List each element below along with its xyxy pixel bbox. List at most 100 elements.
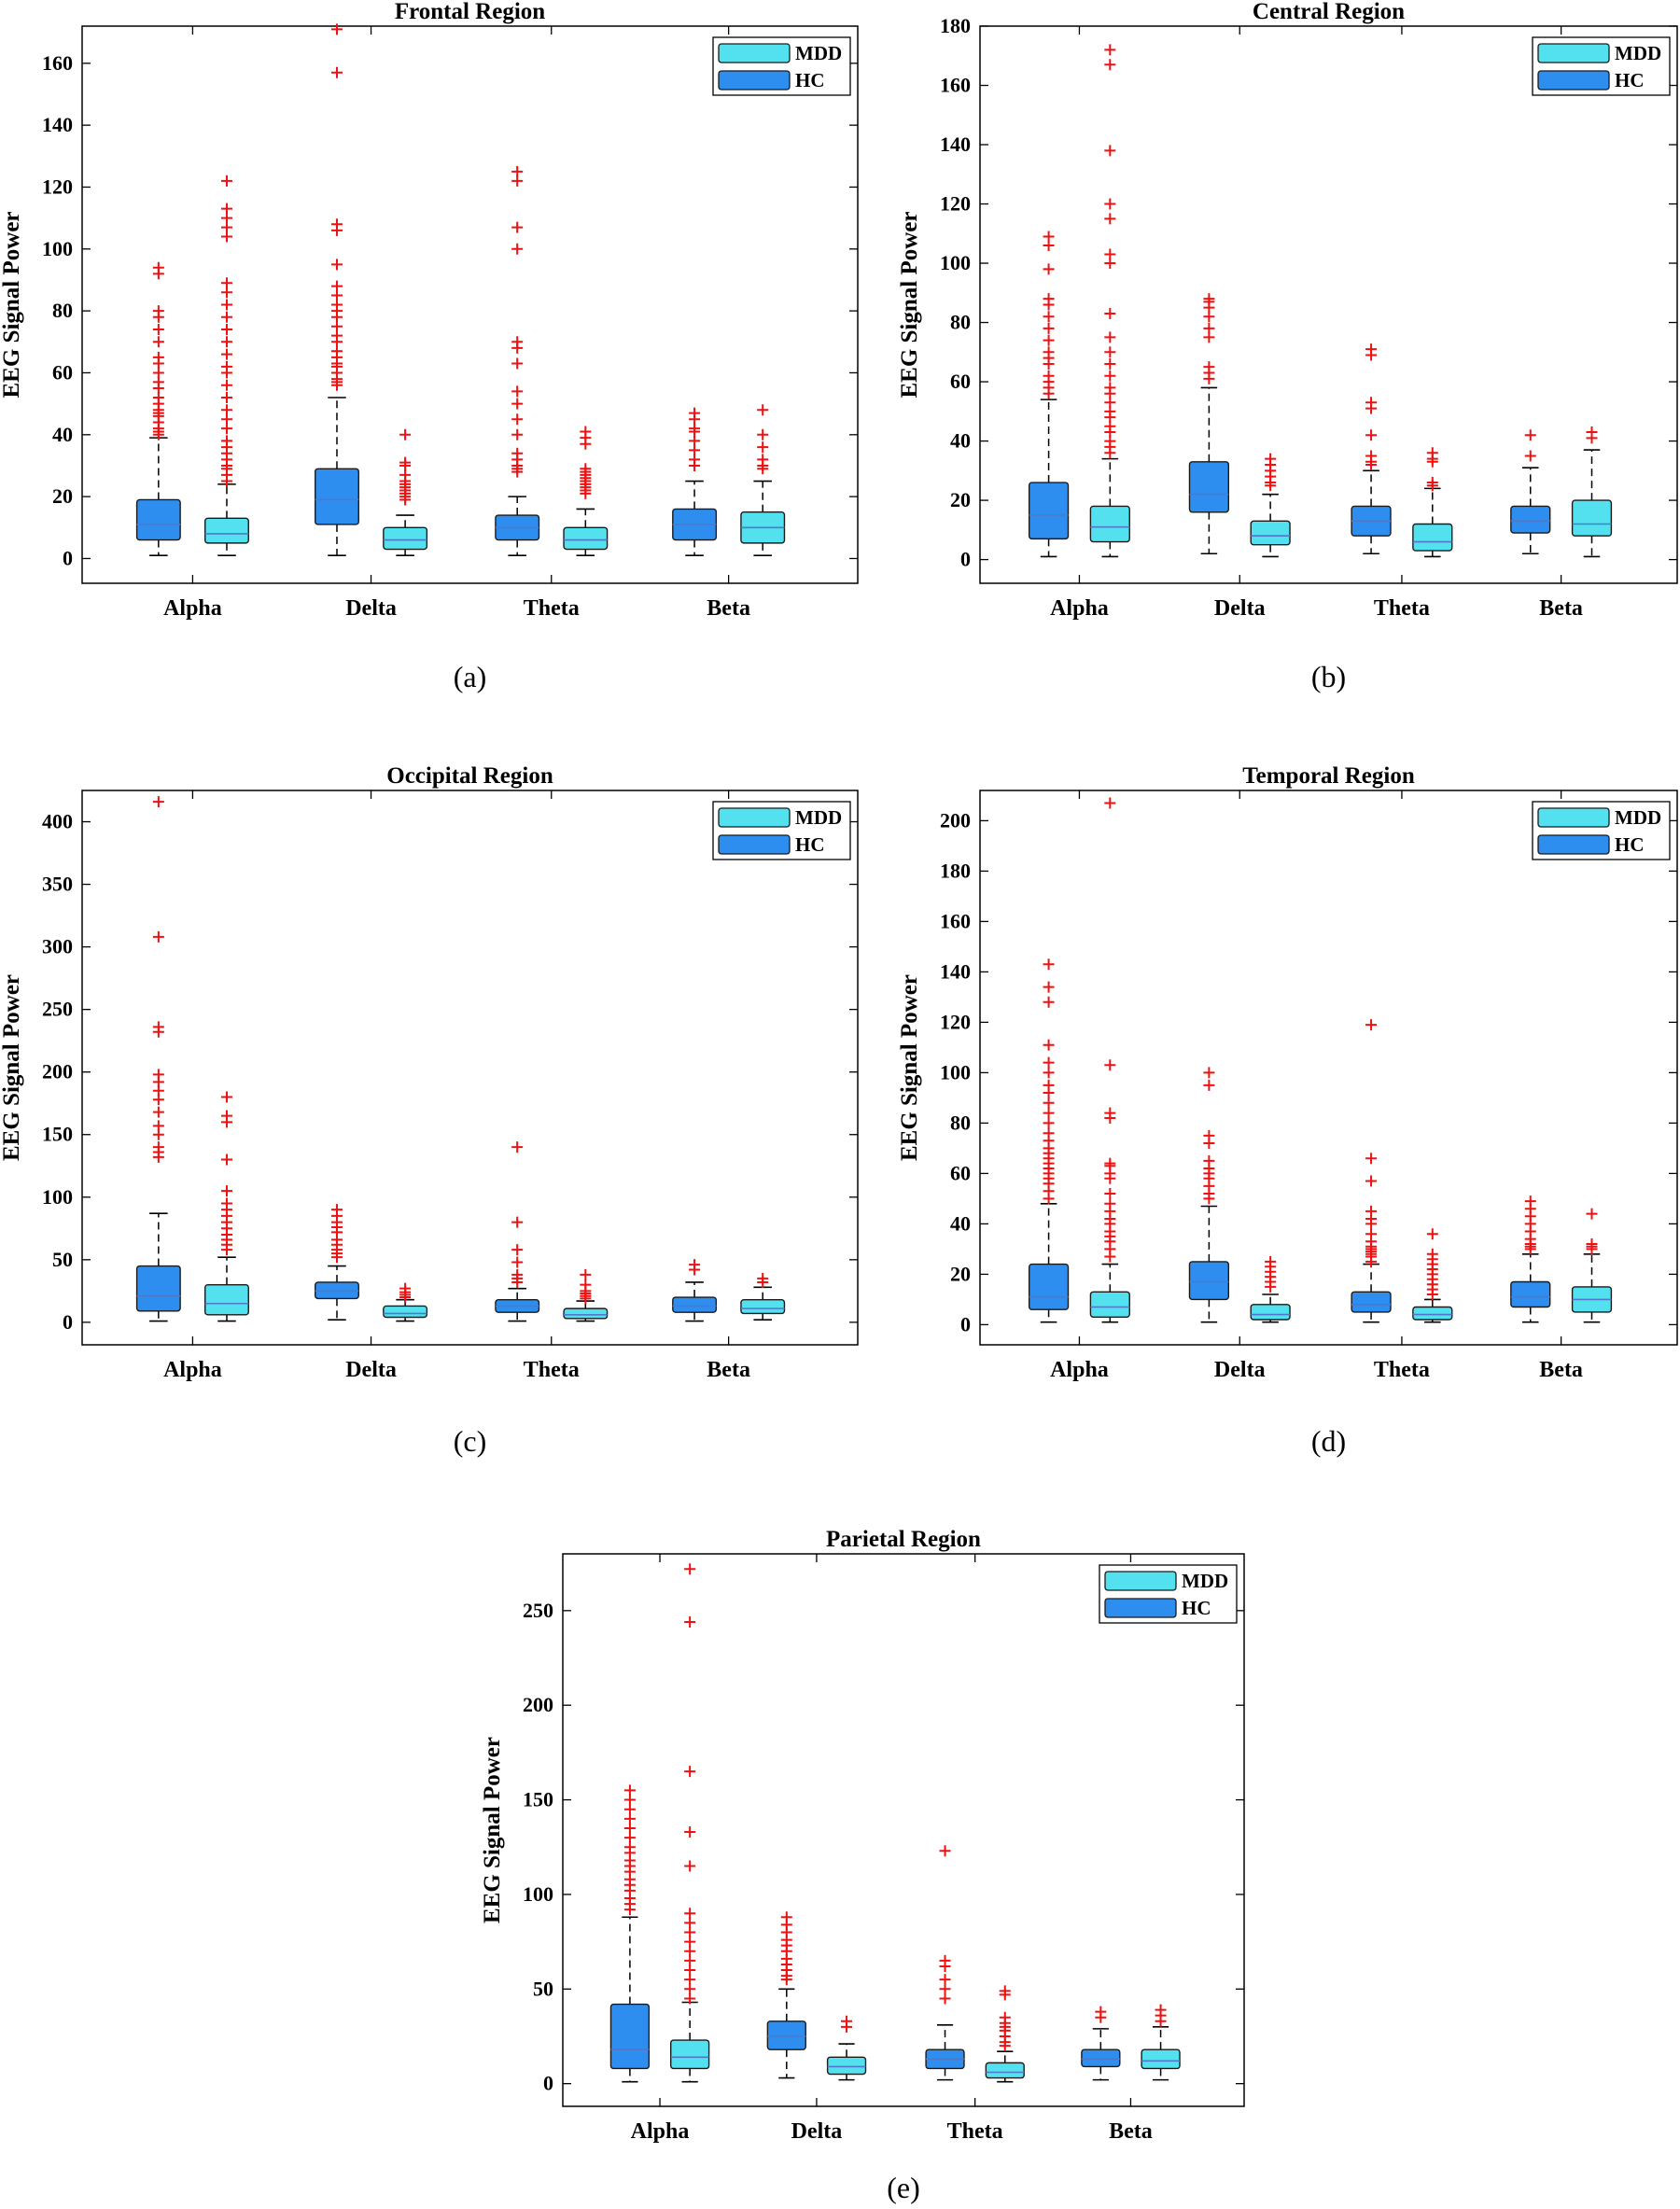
x-category-label: Theta — [1374, 1358, 1430, 1382]
box-iqr — [1250, 520, 1291, 546]
outlier-marker — [1104, 213, 1116, 225]
outlier-marker — [1043, 1097, 1055, 1109]
y-tick-label: 0 — [63, 546, 73, 569]
outlier-marker — [220, 1185, 232, 1197]
outlier-marker — [1104, 1107, 1116, 1119]
box-iqr — [383, 526, 428, 551]
y-tick-label: 80 — [950, 1111, 971, 1134]
outlier-marker — [1203, 1154, 1215, 1167]
box-hc-theta — [1351, 343, 1392, 555]
outlier-marker — [152, 1106, 164, 1118]
outlier-marker — [1043, 996, 1055, 1008]
y-tick-label: 250 — [523, 1599, 553, 1622]
outlier-marker — [1043, 1056, 1055, 1069]
box-iqr — [826, 2056, 867, 2076]
y-axis-title: EEG Signal Power — [897, 974, 922, 1161]
outlier-marker — [684, 1936, 696, 1948]
box-mdd-delta — [1250, 453, 1291, 558]
outlier-marker — [220, 1153, 232, 1166]
outlier-marker — [1426, 447, 1438, 459]
outlier-marker — [152, 1141, 164, 1153]
y-tick-label: 150 — [523, 1788, 553, 1811]
outlier-marker — [220, 203, 232, 215]
box-iqr — [1089, 1291, 1130, 1319]
box-iqr — [204, 1283, 249, 1316]
outlier-marker — [623, 1794, 636, 1806]
box-mdd-alpha — [1089, 797, 1130, 1323]
y-tick-label: 100 — [42, 237, 73, 260]
box-mdd-delta — [383, 1282, 428, 1322]
outlier-marker — [580, 1279, 592, 1291]
outlier-marker — [1104, 1188, 1116, 1199]
box-iqr — [1028, 482, 1070, 540]
outlier-marker — [757, 428, 769, 440]
outlier-marker — [330, 66, 343, 78]
outlier-marker — [623, 1784, 636, 1797]
box-iqr — [135, 498, 181, 541]
outlier-marker — [1043, 1117, 1055, 1129]
x-category-label: Delta — [791, 2119, 843, 2144]
outlier-marker — [1043, 981, 1055, 993]
box-mdd-beta — [1571, 1208, 1613, 1323]
legend-swatch-hc — [1104, 1598, 1177, 1618]
box-iqr — [1089, 505, 1130, 543]
legend: MDD HC — [712, 36, 851, 96]
y-tick-label: 200 — [42, 1060, 73, 1084]
box-hc-theta — [925, 1845, 965, 2081]
outlier-marker — [1104, 248, 1116, 260]
outlier-marker — [1043, 370, 1055, 382]
outlier-marker — [841, 2015, 853, 2027]
outlier-marker — [684, 1992, 696, 2005]
outlier-marker — [1365, 450, 1378, 462]
box-mdd-alpha — [204, 1091, 249, 1322]
outlier-marker — [220, 404, 232, 416]
panel-caption: (a) — [454, 660, 487, 693]
x-category-label: Beta — [1109, 2119, 1153, 2144]
outlier-marker — [1043, 1039, 1055, 1051]
box-iqr — [1412, 523, 1453, 552]
y-tick-label: 150 — [42, 1123, 73, 1146]
outlier-marker — [689, 1259, 701, 1271]
outlier-marker — [684, 1826, 696, 1839]
y-tick-label: 0 — [63, 1310, 73, 1334]
x-category-label: Beta — [1539, 1358, 1583, 1382]
outlier-marker — [1265, 453, 1277, 465]
chart-panel-a: Frontal Region 0 20 40 60 80 100 120 140 160 EEG S… — [0, 0, 859, 693]
box-iqr — [1081, 2048, 1121, 2068]
box-mdd-theta — [563, 1268, 609, 1322]
outlier-marker — [220, 379, 232, 391]
y-tick-label: 100 — [523, 1882, 553, 1906]
box-iqr — [1250, 1304, 1291, 1321]
outlier-marker — [1586, 1238, 1598, 1250]
outlier-marker — [1104, 1157, 1116, 1169]
outlier-marker — [152, 1021, 164, 1033]
plot-area — [979, 25, 1678, 584]
outlier-marker — [623, 1812, 636, 1825]
outlier-marker — [1043, 231, 1055, 243]
legend-swatch-mdd — [718, 807, 791, 828]
box-hc-theta — [495, 1141, 540, 1322]
x-category-label: Alpha — [1050, 596, 1109, 621]
outlier-marker — [684, 1926, 696, 1938]
outlier-marker — [511, 447, 524, 459]
box-hc-beta — [1510, 1195, 1551, 1323]
y-tick-label: 120 — [42, 175, 73, 198]
box-mdd-alpha — [1089, 44, 1130, 558]
outlier-marker — [220, 175, 232, 187]
y-tick-label: 20 — [52, 484, 73, 508]
box-mdd-delta — [826, 2015, 867, 2081]
outlier-marker — [220, 392, 232, 403]
outlier-marker — [1155, 2004, 1167, 2016]
box-iqr — [1510, 1280, 1551, 1308]
outlier-marker — [939, 1974, 951, 1986]
y-tick-label: 100 — [42, 1185, 73, 1209]
outlier-marker — [399, 456, 412, 468]
outlier-marker — [220, 360, 232, 372]
outlier-marker — [1426, 1228, 1438, 1240]
outlier-marker — [1043, 263, 1055, 275]
y-tick-label: 100 — [940, 1060, 971, 1084]
outlier-marker — [399, 428, 412, 440]
box-iqr — [740, 1299, 786, 1315]
legend-swatch-hc — [1537, 70, 1610, 91]
outlier-marker — [1365, 1153, 1378, 1165]
